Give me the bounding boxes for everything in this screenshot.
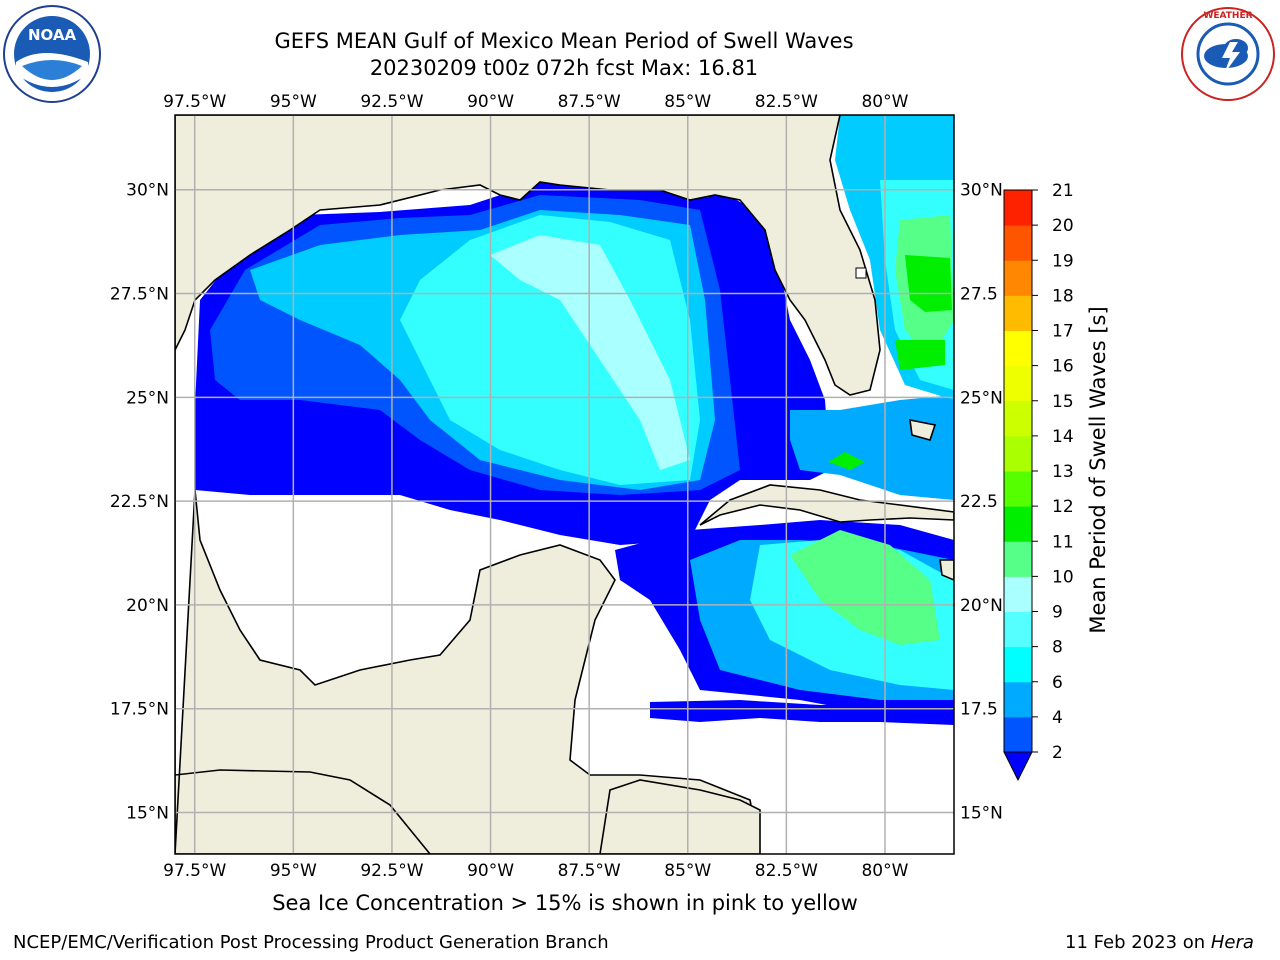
lon-tick-label: 97.5°W xyxy=(163,92,226,112)
colorbar-extend-arrow xyxy=(1003,751,1033,782)
colorbar-tick-label: 12 xyxy=(1052,497,1074,517)
colorbar-tick-label: 13 xyxy=(1052,462,1074,482)
swell-field-spot-green xyxy=(828,452,865,470)
colorbar-tick-label: 19 xyxy=(1052,251,1074,271)
colorbar-segment xyxy=(1004,646,1032,683)
lat-tick-label-right: 20°N xyxy=(960,596,1003,616)
lat-tick-label-right: 22.5 xyxy=(960,492,998,512)
map-area xyxy=(175,115,954,854)
colorbar-segment xyxy=(1004,506,1032,542)
svg-text:NOAA: NOAA xyxy=(28,26,77,44)
lon-tick-label: 90°W xyxy=(467,92,514,112)
lon-tick-label: 92.5°W xyxy=(360,92,423,112)
colorbar-segment xyxy=(1004,435,1032,472)
axis-labels: 97.5°W 97.5°W 95°W 95°W 92.5°W 92.5°W 90°W 90°W… xyxy=(110,92,1003,881)
footer-host: Hera xyxy=(1210,932,1254,953)
lat-tick-label-right: 25°N xyxy=(960,388,1003,408)
swell-field-atlantic-bright xyxy=(895,255,952,370)
lat-tick-label-right: 17.5 xyxy=(960,700,998,720)
lon-tick-label: 82.5°W xyxy=(755,861,818,881)
land-hispaniola xyxy=(939,559,954,581)
colorbar-segment xyxy=(1004,330,1032,367)
colorbar-tick-label: 15 xyxy=(1052,392,1074,412)
lat-tick-label-left: 17.5°N xyxy=(110,700,169,720)
colorbar-tick-label: 2 xyxy=(1052,743,1063,763)
lon-tick-label: 87.5°W xyxy=(558,861,621,881)
colorbar-tick-label: 4 xyxy=(1052,708,1063,728)
lat-tick-label-left: 30°N xyxy=(126,181,169,201)
lat-tick-label-left: 20°N xyxy=(126,596,169,616)
lon-tick-label: 80°W xyxy=(861,861,908,881)
colorbar-segment xyxy=(1004,716,1032,753)
lon-tick-label: 95°W xyxy=(270,92,317,112)
lon-tick-label: 82.5°W xyxy=(755,92,818,112)
colorbar-tick-label: 10 xyxy=(1052,567,1074,587)
colorbar-label: Mean Period of Swell Waves [s] xyxy=(1086,306,1110,634)
colorbar-segment xyxy=(1004,611,1032,648)
colorbar-segment xyxy=(1004,541,1032,577)
colorbar-tick-label: 18 xyxy=(1052,286,1074,306)
land-mexico xyxy=(175,115,761,854)
map-frame xyxy=(174,114,955,855)
swell-field-gulf-pale xyxy=(490,235,690,470)
nws-logo-icon: WEATHER xyxy=(1181,7,1275,101)
svg-text:WEATHER: WEATHER xyxy=(1203,11,1252,21)
colorbar-segment xyxy=(1004,190,1032,226)
lake-okeechobee xyxy=(855,267,867,279)
colorbar-segment xyxy=(1004,260,1032,296)
colorbar-tick-label: 8 xyxy=(1052,638,1063,658)
land-central-america xyxy=(599,779,761,854)
land-bahamas xyxy=(909,418,937,441)
colorbar-tick-label: 16 xyxy=(1052,357,1074,377)
footer-credit: NCEP/EMC/Verification Post Processing Pr… xyxy=(13,932,609,953)
colorbar-segment xyxy=(1004,295,1032,331)
colorbar-segment xyxy=(1004,225,1032,261)
land-usa xyxy=(175,115,881,396)
swell-field-carib-bottom xyxy=(650,700,954,725)
colorbar-segment xyxy=(1004,681,1032,718)
colorbar-segment xyxy=(1004,576,1032,612)
lat-tick-label-left: 22.5°N xyxy=(110,492,169,512)
colorbar-segment xyxy=(1004,365,1032,402)
colorbar-tick-label: 9 xyxy=(1052,603,1063,623)
lon-tick-label: 92.5°W xyxy=(360,861,423,881)
colorbar-segment xyxy=(1004,400,1032,437)
lon-tick-label: 90°W xyxy=(467,861,514,881)
footer-date: 11 Feb 2023 on Hera xyxy=(1065,932,1254,953)
swell-field-gulf-cyan xyxy=(400,215,700,485)
colorbar-segment xyxy=(1004,471,1032,507)
lat-tick-label-left: 15°N xyxy=(126,803,169,823)
lat-tick-label-left: 27.5°N xyxy=(110,285,169,305)
lon-tick-label: 95°W xyxy=(270,861,317,881)
colorbar-tick-label: 14 xyxy=(1052,427,1074,447)
colorbar-tick-label: 11 xyxy=(1052,532,1074,552)
sea-ice-note: Sea Ice Concentration > 15% is shown in … xyxy=(272,891,858,915)
colorbar-tick-label: 21 xyxy=(1052,181,1074,201)
footer-date-text: 11 Feb 2023 on xyxy=(1065,932,1211,953)
lon-tick-label: 85°W xyxy=(664,92,711,112)
lat-tick-label-right: 15°N xyxy=(960,803,1003,823)
chart-title: GEFS MEAN Gulf of Mexico Mean Period of … xyxy=(274,29,854,53)
lon-tick-label: 85°W xyxy=(664,861,711,881)
lat-tick-label-right: 30°N xyxy=(960,181,1003,201)
noaa-logo-icon: NOAA xyxy=(3,5,101,103)
colorbar-tick-label: 20 xyxy=(1052,216,1074,236)
lat-tick-label-left: 25°N xyxy=(126,388,169,408)
chart-subtitle: 20230209 t00z 072h fcst Max: 16.81 xyxy=(369,56,759,80)
lon-tick-label: 87.5°W xyxy=(558,92,621,112)
colorbar: 2 4 6 8 9 10 11 12 13 14 15 16 17 18 19 20 21 xyxy=(1003,181,1074,782)
lon-tick-label: 97.5°W xyxy=(163,861,226,881)
lon-tick-label: 80°W xyxy=(861,92,908,112)
colorbar-tick-label: 17 xyxy=(1052,322,1074,342)
swell-field-caribbean-green xyxy=(790,530,940,645)
lat-tick-label-right: 27.5 xyxy=(960,285,998,305)
colorbar-tick-label: 6 xyxy=(1052,673,1063,693)
gridlines xyxy=(175,115,954,854)
